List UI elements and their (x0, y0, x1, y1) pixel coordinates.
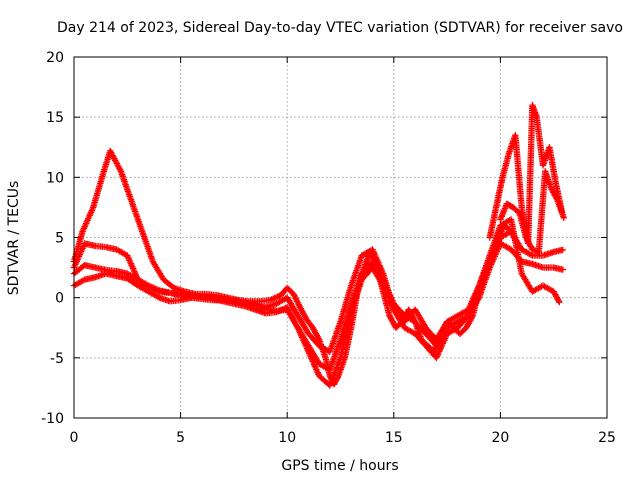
x-tick-label: 10 (278, 430, 296, 446)
axis-ticks: 0 5 10 15 20 25 -10 -5 0 5 10 15 20 (41, 50, 616, 446)
y-tick-label: -5 (50, 351, 64, 367)
series-trace-f (497, 168, 567, 256)
chart-title: Day 214 of 2023, Sidereal Day-to-day VTE… (57, 20, 623, 36)
plot-frame (73, 56, 608, 419)
data-point (559, 246, 566, 254)
x-tick-label: 5 (176, 430, 185, 446)
y-tick-label: 10 (46, 170, 64, 186)
y-tick-label: 5 (55, 231, 64, 247)
data-points (70, 101, 567, 389)
series-trace-a (70, 147, 520, 388)
x-axis-label: GPS time / hours (281, 458, 398, 474)
data-point (560, 214, 567, 221)
y-tick-label: 20 (46, 50, 64, 66)
x-tick-label: 25 (598, 430, 616, 446)
data-point (556, 299, 563, 306)
data-point (295, 301, 302, 308)
series-trace-d (70, 216, 563, 389)
y-axis-label: SDTVAR / TECUs (6, 181, 22, 296)
data-point (559, 266, 566, 273)
data-point (290, 290, 297, 298)
data-point (292, 295, 299, 302)
x-tick-label: 15 (385, 430, 403, 446)
x-tick-label: 0 (70, 430, 79, 446)
y-tick-label: 15 (46, 110, 64, 126)
y-tick-label: 0 (55, 291, 64, 307)
series-trace-c (70, 240, 566, 374)
y-tick-label: -10 (41, 411, 64, 427)
x-tick-label: 20 (491, 430, 509, 446)
